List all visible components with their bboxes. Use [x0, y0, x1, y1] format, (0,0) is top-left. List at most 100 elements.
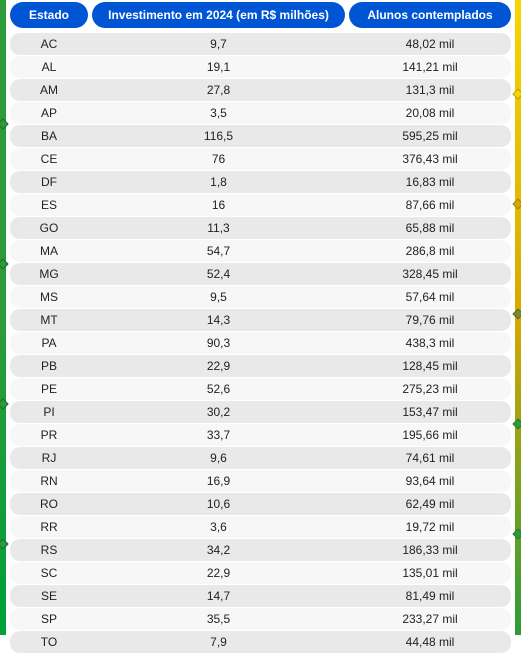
data-table: AC9,748,02 milAL19,1141,21 milAM27,8131,… [10, 32, 511, 654]
cell-investimento: 9,6 [88, 447, 349, 469]
cell-estado: MA [10, 240, 88, 262]
cell-estado: SP [10, 608, 88, 630]
cell-estado: AC [10, 33, 88, 55]
cell-estado: SC [10, 562, 88, 584]
cell-alunos: 153,47 mil [349, 401, 511, 423]
table-row: PR33,7195,66 mil [10, 424, 511, 446]
cell-investimento: 90,3 [88, 332, 349, 354]
cell-estado: AL [10, 56, 88, 78]
table-row: AC9,748,02 mil [10, 33, 511, 55]
cell-investimento: 35,5 [88, 608, 349, 630]
header-alunos: Alunos contemplados [349, 2, 511, 28]
cell-alunos: 19,72 mil [349, 516, 511, 538]
cell-alunos: 286,8 mil [349, 240, 511, 262]
table-row: AL19,1141,21 mil [10, 56, 511, 78]
cell-estado: RR [10, 516, 88, 538]
cell-investimento: 14,3 [88, 309, 349, 331]
cell-investimento: 16,9 [88, 470, 349, 492]
cell-alunos: 376,43 mil [349, 148, 511, 170]
table-row: RN16,993,64 mil [10, 470, 511, 492]
cell-estado: MT [10, 309, 88, 331]
cell-investimento: 3,5 [88, 102, 349, 124]
cell-investimento: 16 [88, 194, 349, 216]
cell-estado: BA [10, 125, 88, 147]
cell-alunos: 16,83 mil [349, 171, 511, 193]
header-investimento: Investimento em 2024 (em R$ milhões) [92, 2, 345, 28]
cell-investimento: 3,6 [88, 516, 349, 538]
cell-alunos: 128,45 mil [349, 355, 511, 377]
cell-alunos: 81,49 mil [349, 585, 511, 607]
table-row: SC22,9135,01 mil [10, 562, 511, 584]
cell-investimento: 9,5 [88, 286, 349, 308]
cell-estado: SE [10, 585, 88, 607]
table-row: PB22,9128,45 mil [10, 355, 511, 377]
table-row: AM27,8131,3 mil [10, 79, 511, 101]
table-row: ES1687,66 mil [10, 194, 511, 216]
cell-alunos: 328,45 mil [349, 263, 511, 285]
cell-alunos: 595,25 mil [349, 125, 511, 147]
cell-investimento: 27,8 [88, 79, 349, 101]
table-header-row: Estado Investimento em 2024 (em R$ milhõ… [10, 2, 511, 28]
cell-investimento: 22,9 [88, 355, 349, 377]
cell-estado: RO [10, 493, 88, 515]
cell-estado: PA [10, 332, 88, 354]
cell-estado: RN [10, 470, 88, 492]
table-row: PA90,3438,3 mil [10, 332, 511, 354]
cell-alunos: 79,76 mil [349, 309, 511, 331]
cell-investimento: 116,5 [88, 125, 349, 147]
cell-alunos: 20,08 mil [349, 102, 511, 124]
cell-investimento: 10,6 [88, 493, 349, 515]
cell-investimento: 54,7 [88, 240, 349, 262]
cell-alunos: 87,66 mil [349, 194, 511, 216]
table-row: TO7,944,48 mil [10, 631, 511, 653]
table-row: MT14,379,76 mil [10, 309, 511, 331]
cell-alunos: 62,49 mil [349, 493, 511, 515]
table-row: DF1,816,83 mil [10, 171, 511, 193]
cell-estado: DF [10, 171, 88, 193]
header-estado: Estado [10, 2, 88, 28]
cell-alunos: 93,64 mil [349, 470, 511, 492]
cell-estado: AM [10, 79, 88, 101]
table-row: CE76376,43 mil [10, 148, 511, 170]
cell-alunos: 141,21 mil [349, 56, 511, 78]
cell-investimento: 52,4 [88, 263, 349, 285]
table-row: AP3,520,08 mil [10, 102, 511, 124]
table-row: RO10,662,49 mil [10, 493, 511, 515]
cell-alunos: 275,23 mil [349, 378, 511, 400]
cell-estado: PE [10, 378, 88, 400]
table-row: SE14,781,49 mil [10, 585, 511, 607]
table-row: RJ9,674,61 mil [10, 447, 511, 469]
cell-alunos: 233,27 mil [349, 608, 511, 630]
cell-investimento: 76 [88, 148, 349, 170]
cell-alunos: 186,33 mil [349, 539, 511, 561]
table-row: SP35,5233,27 mil [10, 608, 511, 630]
cell-investimento: 34,2 [88, 539, 349, 561]
cell-estado: CE [10, 148, 88, 170]
cell-alunos: 44,48 mil [349, 631, 511, 653]
table-row: MS9,557,64 mil [10, 286, 511, 308]
cell-estado: MG [10, 263, 88, 285]
cell-alunos: 57,64 mil [349, 286, 511, 308]
table-row: RR3,619,72 mil [10, 516, 511, 538]
cell-investimento: 30,2 [88, 401, 349, 423]
table-row: BA116,5595,25 mil [10, 125, 511, 147]
cell-alunos: 438,3 mil [349, 332, 511, 354]
cell-estado: PI [10, 401, 88, 423]
cell-estado: MS [10, 286, 88, 308]
table-row: PE52,6275,23 mil [10, 378, 511, 400]
cell-estado: ES [10, 194, 88, 216]
table-row: PI30,2153,47 mil [10, 401, 511, 423]
cell-estado: TO [10, 631, 88, 653]
cell-alunos: 131,3 mil [349, 79, 511, 101]
cell-investimento: 52,6 [88, 378, 349, 400]
table-row: MG52,4328,45 mil [10, 263, 511, 285]
cell-alunos: 65,88 mil [349, 217, 511, 239]
table-row: RS34,2186,33 mil [10, 539, 511, 561]
table-container: Estado Investimento em 2024 (em R$ milhõ… [6, 2, 515, 654]
table-row: MA54,7286,8 mil [10, 240, 511, 262]
cell-estado: GO [10, 217, 88, 239]
cell-estado: RS [10, 539, 88, 561]
cell-investimento: 33,7 [88, 424, 349, 446]
cell-estado: PR [10, 424, 88, 446]
cell-investimento: 9,7 [88, 33, 349, 55]
